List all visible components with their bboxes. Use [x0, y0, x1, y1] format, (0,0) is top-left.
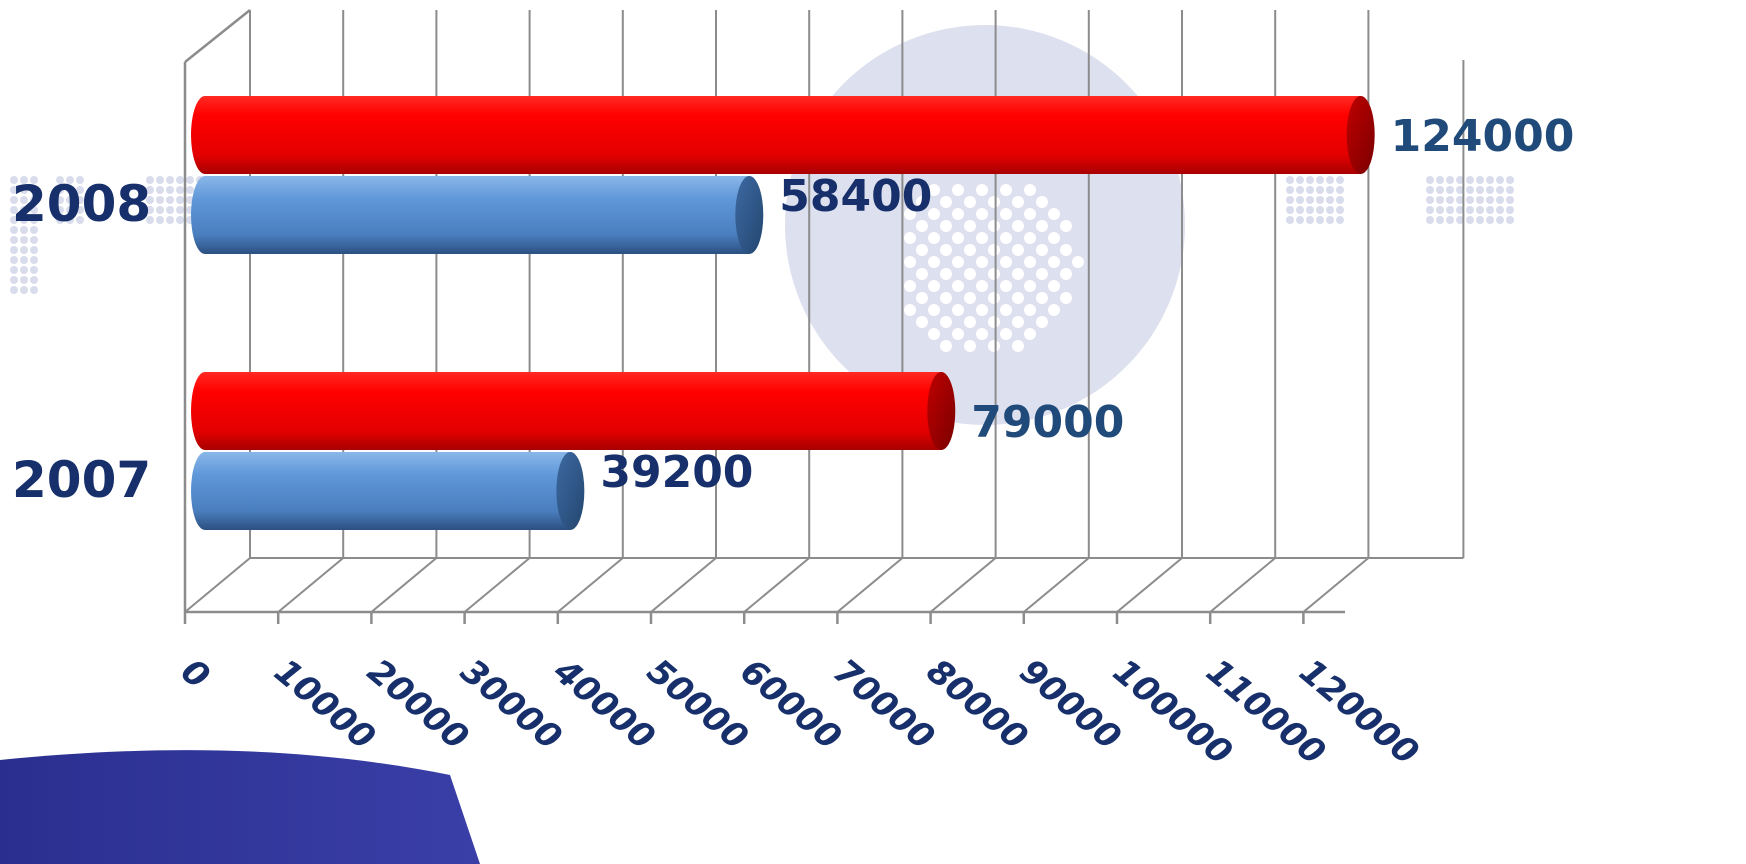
data-label: 79000	[971, 397, 1124, 448]
data-label: 39200	[600, 447, 753, 498]
x-tick-label: 20000	[360, 651, 476, 758]
x-tick-label: 80000	[919, 651, 1035, 758]
category-label: 2007	[12, 451, 151, 509]
x-tick-label: 30000	[453, 651, 569, 758]
x-tick-label: 0	[173, 651, 217, 697]
bar-blue-2008	[191, 176, 764, 254]
category-label: 2008	[12, 175, 151, 233]
bar-blue-2007	[191, 452, 585, 530]
bar-red-2008	[191, 96, 1375, 174]
data-label: 124000	[1391, 111, 1575, 162]
x-tick-label: 10000	[266, 651, 382, 758]
chart-bars	[191, 96, 1375, 530]
bar-red-2007	[191, 372, 956, 450]
data-label: 58400	[779, 171, 932, 222]
x-tick-label: 40000	[545, 651, 662, 758]
x-tick-label: 90000	[1012, 651, 1128, 758]
x-tick-label: 60000	[732, 651, 848, 758]
x-tick-label: 50000	[639, 651, 755, 758]
x-tick-label: 70000	[826, 651, 942, 758]
decorative-swoosh	[0, 750, 480, 864]
